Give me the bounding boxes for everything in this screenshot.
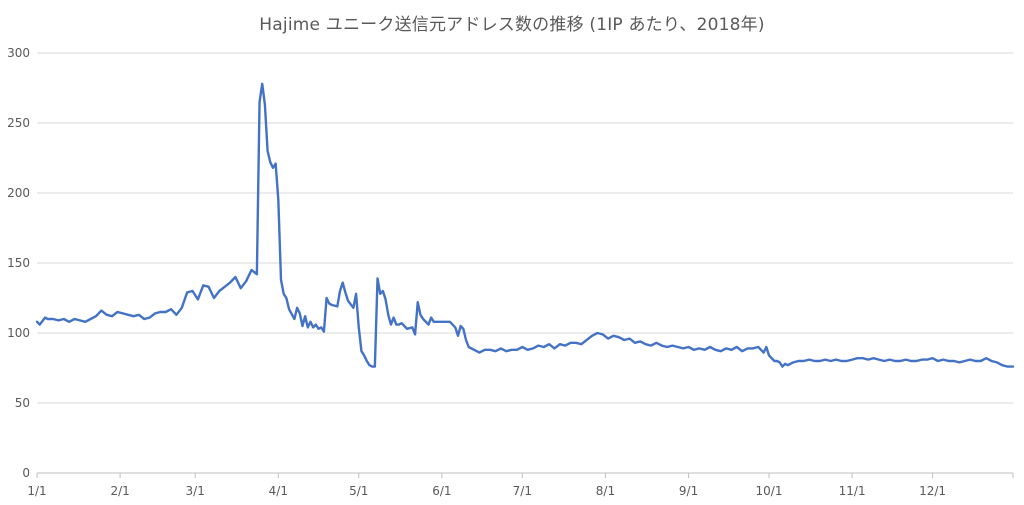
y-tick-label: 300: [7, 46, 30, 60]
y-tick-label: 250: [7, 116, 30, 130]
x-tick-label: 10/1: [756, 484, 783, 498]
y-tick-label: 200: [7, 186, 30, 200]
x-tick-label: 11/1: [839, 484, 866, 498]
x-tick-label: 4/1: [269, 484, 288, 498]
y-tick-label: 150: [7, 256, 30, 270]
x-tick-label: 7/1: [513, 484, 532, 498]
x-tick-label: 9/1: [679, 484, 698, 498]
x-tick-label: 8/1: [596, 484, 615, 498]
x-tick-label: 6/1: [432, 484, 451, 498]
x-tick-label: 2/1: [110, 484, 129, 498]
y-tick-label: 0: [22, 466, 30, 480]
x-tick-label: 3/1: [186, 484, 205, 498]
x-tick-label: 5/1: [349, 484, 368, 498]
y-tick-label: 100: [7, 326, 30, 340]
series-line: [35, 82, 1015, 368]
x-tick-label: 1/1: [27, 484, 46, 498]
x-tick-label: 12/1: [919, 484, 946, 498]
y-tick-label: 50: [15, 396, 30, 410]
chart-title: Hajime ユニーク送信元アドレス数の推移 (1IP あたり、2018年): [259, 15, 765, 35]
